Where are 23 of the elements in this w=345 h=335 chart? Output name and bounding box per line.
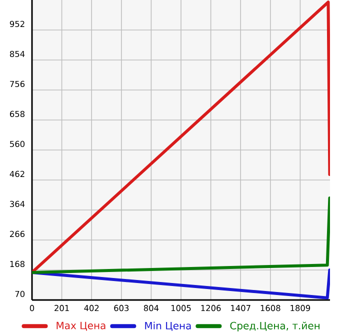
x-tick-label: 402 [84, 304, 99, 312]
y-tick-label: 70 [15, 290, 25, 298]
x-tick-label: 804 [144, 304, 159, 312]
x-tick-label: 1608 [260, 304, 280, 312]
y-tick-label: 266 [10, 230, 25, 238]
y-tick-label: 364 [10, 200, 25, 208]
y-tick-label: 854 [10, 50, 25, 58]
x-tick-label: 0 [30, 304, 34, 312]
y-tick-label: 560 [10, 140, 25, 148]
x-tick-label: 1407 [231, 304, 250, 312]
legend-label: Max Цена [56, 322, 106, 331]
legend-label: Сред.Цена, т.йен [230, 322, 320, 332]
x-tick-label: 1206 [201, 304, 221, 312]
y-tick-label: 168 [10, 260, 25, 268]
x-tick-label: 201 [54, 304, 69, 312]
x-tick-label: 1005 [171, 304, 191, 312]
legend-label: Min Цена [145, 322, 191, 331]
y-tick-label: 756 [10, 80, 25, 88]
x-tick-label: 1809 [290, 304, 310, 312]
x-tick-label: 603 [114, 304, 129, 312]
y-tick-label: 658 [10, 110, 25, 118]
y-tick-label: 952 [10, 20, 24, 28]
y-tick-label: 462 [10, 170, 24, 178]
